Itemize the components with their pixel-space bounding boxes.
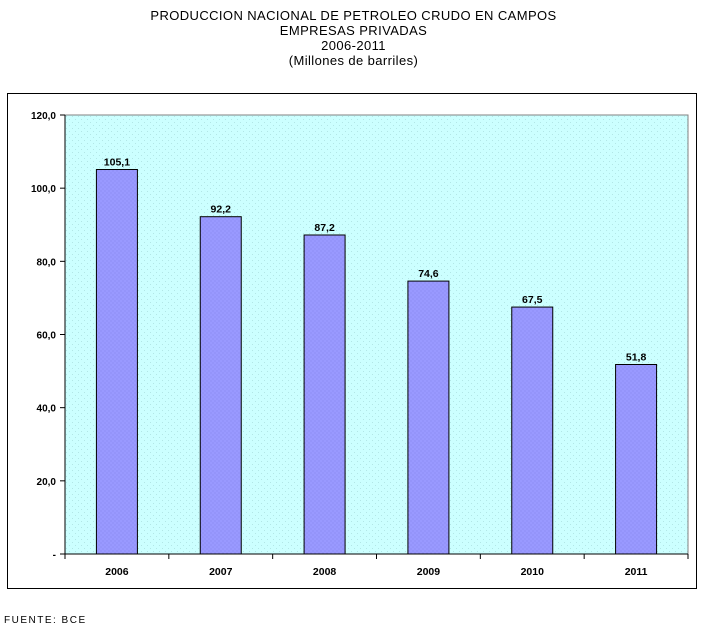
y-tick-label: 100,0 (31, 184, 56, 195)
bar (407, 280, 450, 555)
bar (199, 216, 242, 555)
chart-title-line-2: EMPRESAS PRIVADAS (279, 23, 428, 38)
data-label: 74,6 (418, 268, 439, 280)
x-tick-label: 2008 (313, 566, 337, 578)
x-tick-label: 2010 (521, 566, 545, 578)
bar (615, 363, 658, 555)
data-label: 105,1 (104, 157, 130, 169)
bar (95, 169, 138, 555)
y-tick-label: 120,0 (31, 111, 56, 122)
plot-background (64, 114, 689, 555)
chart-title-line-3: 2006-2011 (321, 38, 386, 53)
x-tick-label: 2009 (417, 566, 441, 578)
data-label: 67,5 (522, 294, 543, 306)
chart-area: - 20,0 40,0 60,0 80,0 100,0 120,0 105,1 2006 92,2… (7, 93, 697, 589)
data-label: 92,2 (211, 204, 232, 216)
source-note: FUENTE: BCE (4, 615, 87, 626)
chart-title-block: PRODUCCION NACIONAL DE PETROLEO CRUDO EN… (0, 8, 707, 68)
bar (303, 234, 346, 555)
y-tick-label: 80,0 (37, 257, 57, 268)
chart-title-line-1: PRODUCCION NACIONAL DE PETROLEO CRUDO EN… (150, 8, 557, 23)
x-tick-label: 2006 (105, 566, 129, 578)
y-tick-label: - (53, 550, 56, 561)
bar (511, 306, 554, 555)
x-tick-label: 2011 (625, 566, 648, 578)
x-tick-label: 2007 (209, 566, 233, 578)
y-tick-label: 40,0 (37, 404, 57, 415)
data-label: 87,2 (314, 222, 335, 234)
data-label: 51,8 (626, 351, 647, 363)
y-tick-label: 20,0 (37, 477, 57, 488)
bar-chart: - 20,0 40,0 60,0 80,0 100,0 120,0 105,1 2006 92,2… (31, 111, 689, 578)
chart-subtitle: (Millones de barriles) (288, 53, 419, 68)
y-tick-label: 60,0 (37, 331, 57, 342)
